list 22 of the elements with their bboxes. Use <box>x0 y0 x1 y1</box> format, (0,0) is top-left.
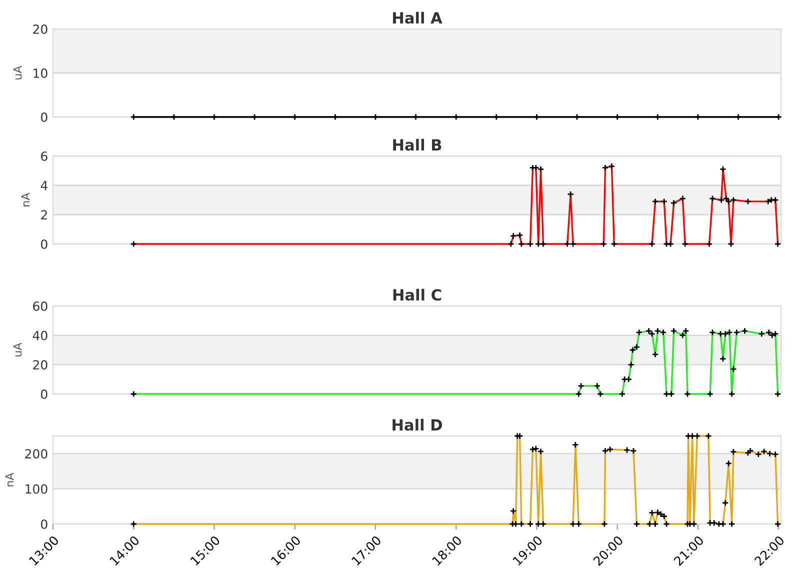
y-tick-label: 100 <box>26 484 48 494</box>
y-tick-label: 2 <box>41 210 47 220</box>
y-tick-label: 60 <box>33 301 48 311</box>
chart-title: Hall C <box>393 288 442 301</box>
chart-title: Hall D <box>392 418 442 431</box>
chart-title: Hall A <box>393 12 442 24</box>
chart-title: Hall B <box>393 138 442 151</box>
y-tick-label: 10 <box>34 68 48 78</box>
y-tick-label: 4 <box>40 180 48 190</box>
y-axis-title: uA <box>13 66 22 80</box>
y-tick-label: 40 <box>32 330 48 340</box>
y-tick-label: 0 <box>41 519 48 529</box>
y-axis-title: nA <box>21 192 30 206</box>
y-tick-label: 20 <box>33 360 48 370</box>
y-tick-label: 0 <box>41 112 48 122</box>
y-tick-label: 20 <box>33 24 48 34</box>
y-tick-label: 0 <box>41 389 48 399</box>
y-axis-title: uA <box>13 342 22 356</box>
y-tick-label: 200 <box>25 449 48 459</box>
y-axis-title: nA <box>6 472 14 486</box>
y-tick-label: 6 <box>41 151 48 161</box>
y-tick-label: 0 <box>41 239 48 249</box>
